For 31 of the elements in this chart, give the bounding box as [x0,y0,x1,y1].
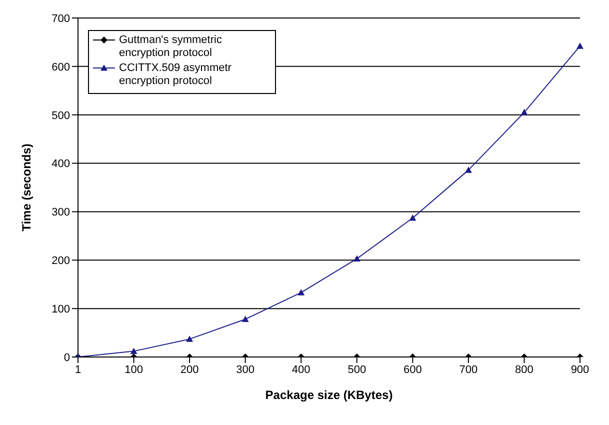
legend-label: Guttman's symmetric encryption protocol [119,34,223,60]
point [242,316,249,322]
y-axis-title: Time (seconds) [19,144,34,232]
x-axis-title: Package size (KBytes) [265,388,393,402]
x-tick-label: 500 [348,364,366,376]
point [576,42,584,49]
x-tick-label: 100 [124,364,143,376]
x-tick-label: 200 [180,364,199,376]
x-tick-label: 900 [570,364,590,376]
point [130,348,138,354]
point [298,289,305,296]
y-tick-label: 600 [52,61,70,74]
x-tick-label: 300 [236,364,255,376]
point [186,336,194,342]
point [409,214,416,221]
legend-label: CCITTX.509 asymmetr encryption protocol [119,62,232,88]
y-tick-label: 0 [64,352,70,364]
y-tick-label: 200 [52,255,70,268]
y-tick-label: 700 [52,12,70,25]
y-tick-label: 400 [52,158,70,170]
x-tick-label: 800 [515,364,534,376]
y-tick-label: 100 [52,303,70,316]
x-tick-label: 600 [403,364,422,376]
x-tick-label: 400 [292,364,310,376]
x-tick-label: 700 [459,364,478,376]
point [353,255,360,262]
x-tick-label: 1 [74,364,82,376]
y-tick-label: 500 [52,110,70,122]
point [520,108,528,116]
y-tick-label: 300 [52,206,70,219]
point [464,166,472,173]
